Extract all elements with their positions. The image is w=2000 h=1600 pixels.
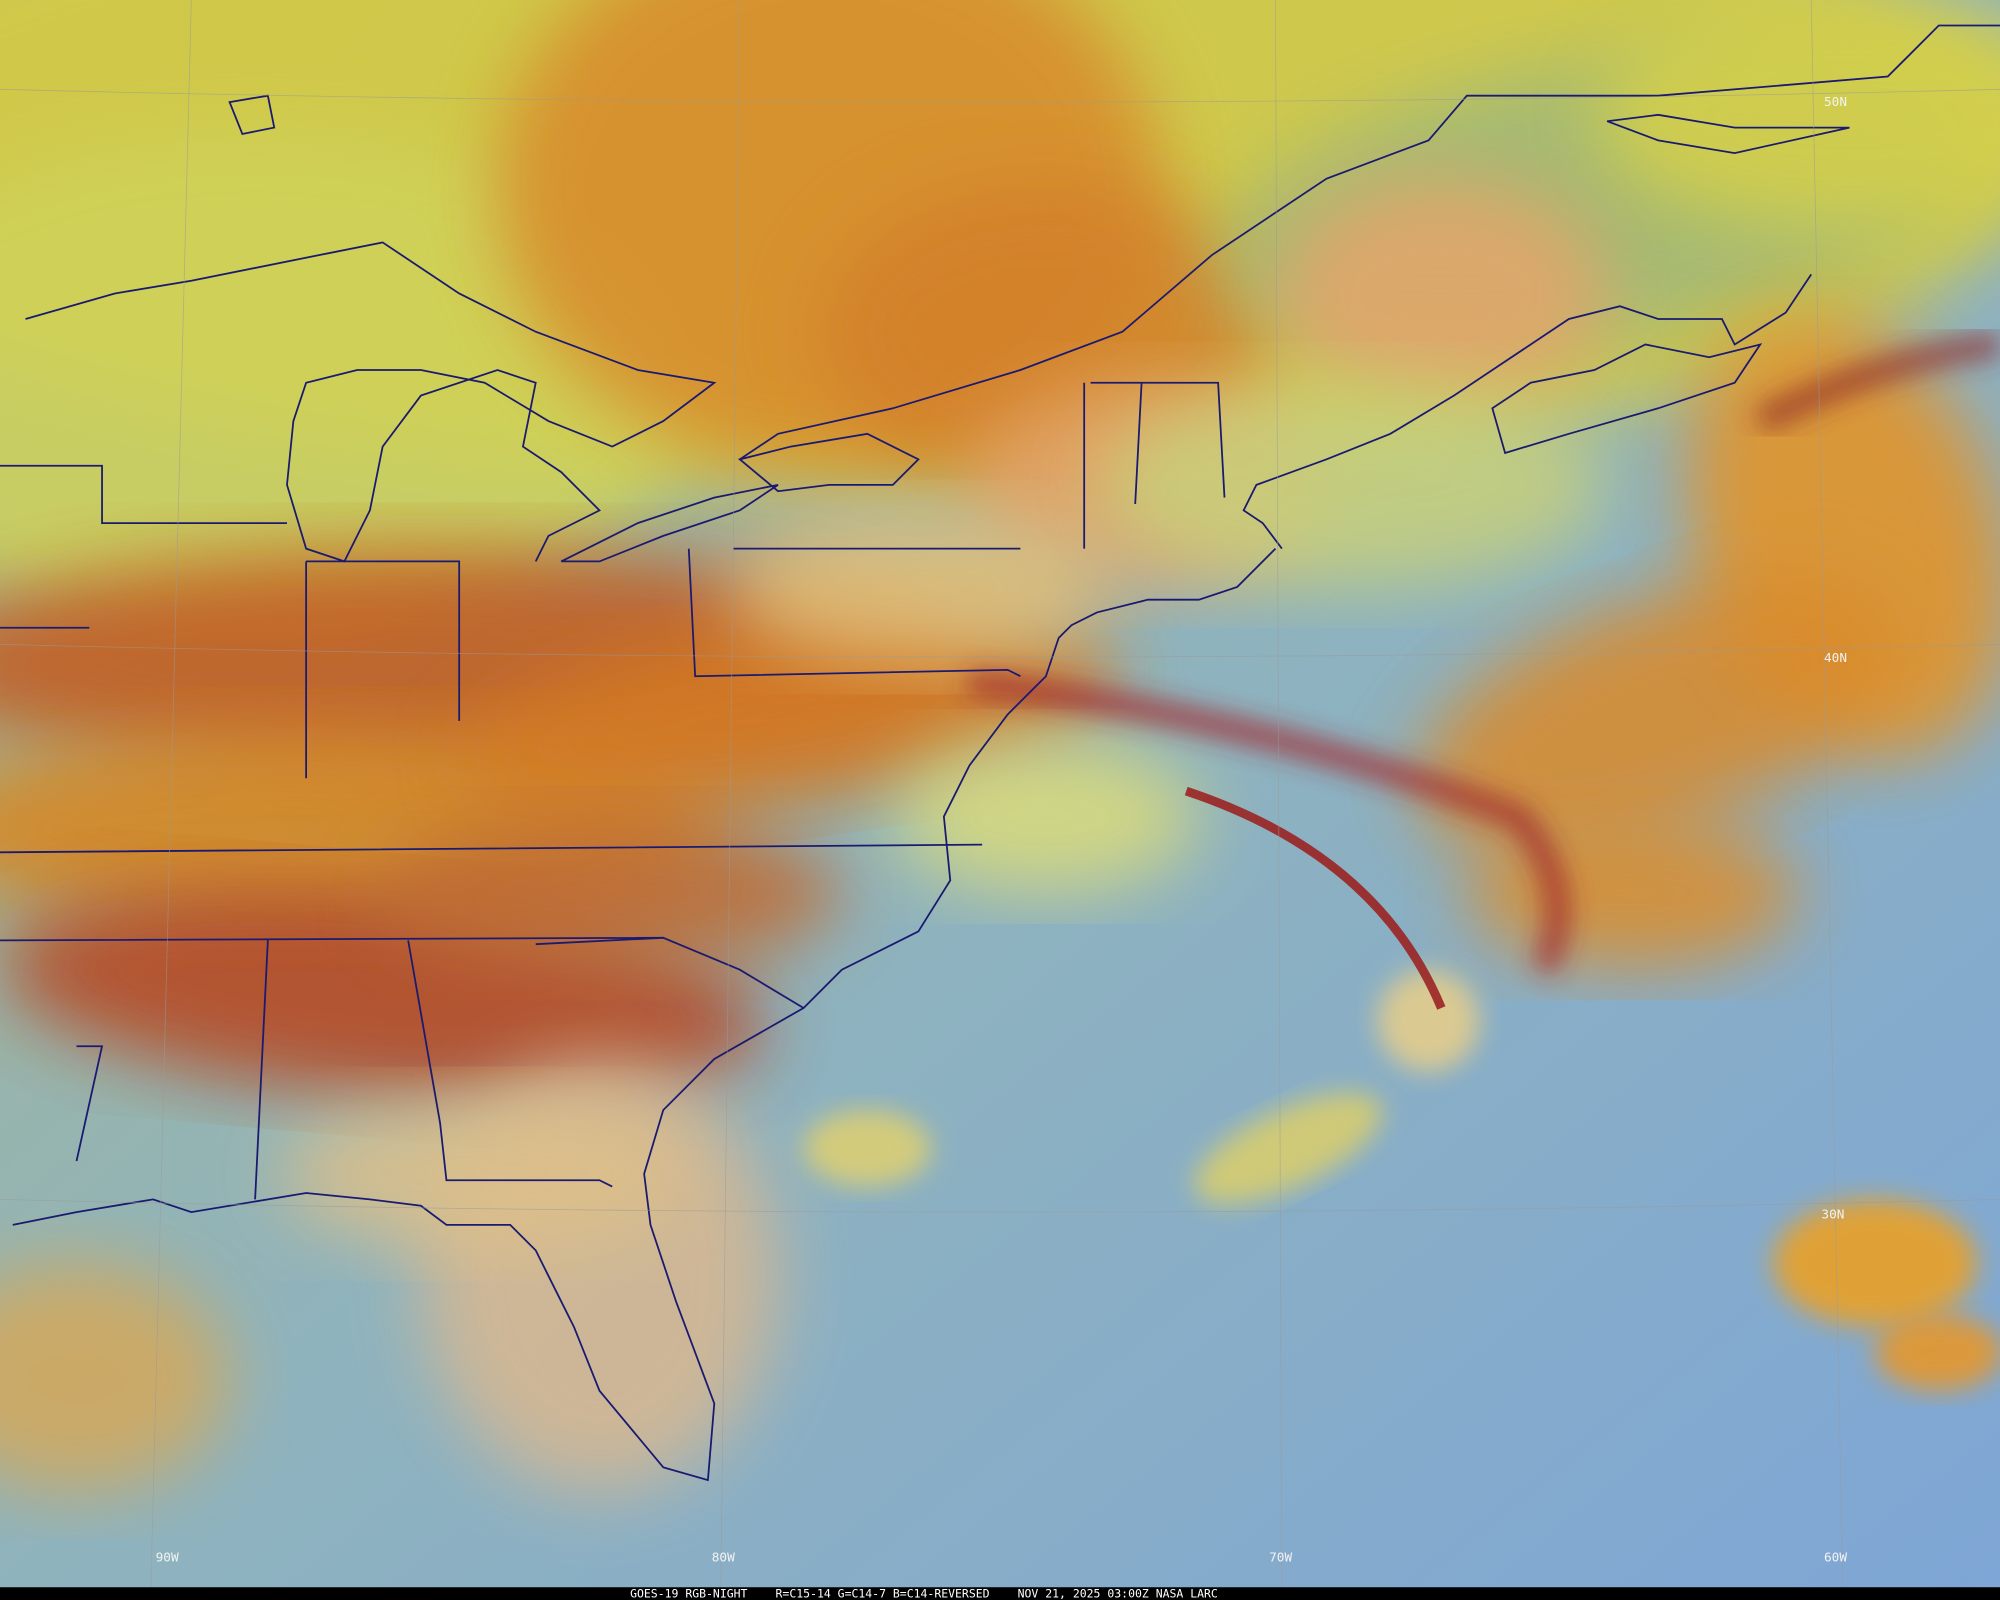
boundaries [0, 24, 2000, 1482]
latitude-label: 40N [1824, 651, 1847, 666]
longitude-label: 70W [1269, 1551, 1292, 1566]
cloud-field [1772, 1199, 1978, 1327]
boundary-line [1491, 343, 1763, 455]
cloud-field [0, 1263, 230, 1493]
longitude-label: 90W [156, 1551, 179, 1566]
longitude-label: 60W [1824, 1551, 1847, 1566]
boundary-line [1242, 273, 1812, 550]
grid-labels: 50N 40N 30N 90W 80W 70W 60W [156, 95, 1848, 1566]
cloud-field [1275, 178, 1608, 409]
caption-part: NOV 21, 2025 03:00Z NASA LARC [1018, 1586, 1218, 1600]
parallel [0, 643, 2000, 658]
boundary-line [25, 241, 717, 563]
meridian [150, 0, 192, 1600]
cloud-field [1194, 1092, 1383, 1204]
caption: GOES-19 RGB-NIGHT R=C15-14 G=C14-7 B=C14-… [630, 1586, 1218, 1600]
parallel [0, 1198, 2000, 1213]
cloud-field [1377, 969, 1480, 1072]
boundary-line [1606, 113, 1850, 155]
cloud-field [892, 740, 1199, 894]
cloud-field [280, 1097, 689, 1251]
caption-part: GOES-19 RGB-NIGHT [630, 1586, 747, 1600]
boundary-line [739, 24, 2000, 461]
boundary-line [737, 432, 920, 493]
boundary-line [12, 548, 1277, 1482]
cloud-field [1594, 0, 2000, 230]
cloud-field [1415, 575, 1902, 854]
caption-part: R=C15-14 G=C14-7 B=C14-REVERSED [776, 1586, 990, 1600]
boundary-line [228, 94, 276, 135]
cloud-field [1875, 1314, 2000, 1391]
parallel [0, 88, 2000, 103]
boundary-line [0, 381, 1226, 1200]
boundary-line [560, 483, 779, 563]
cloud-field [1466, 816, 1799, 970]
meridian [1275, 0, 1283, 1600]
latitude-label: 30N [1821, 1207, 1844, 1222]
cloud-field [803, 1110, 932, 1187]
cloud-field [727, 510, 1110, 664]
caption-bar [0, 1587, 2000, 1600]
meridian [720, 0, 741, 1600]
frontal-band [1754, 331, 2000, 433]
frontal-band [1184, 786, 1446, 1010]
cloud-field [382, 816, 842, 970]
meridian [1810, 0, 1844, 1600]
latitude-label: 50N [1824, 95, 1847, 110]
frontal-band [968, 671, 1570, 975]
cloud-field [1096, 382, 1608, 587]
longitude-label: 80W [712, 1551, 735, 1566]
